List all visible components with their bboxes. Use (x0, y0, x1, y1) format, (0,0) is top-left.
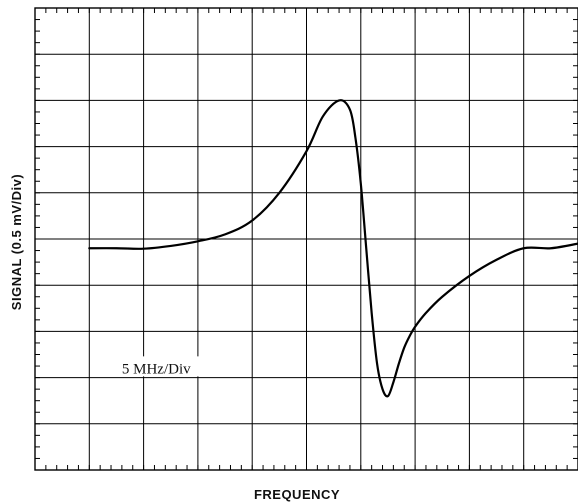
series-group (88, 99, 578, 398)
annotation-backing (115, 356, 220, 377)
ticks-group (34, 7, 578, 471)
annotation-group: 5 MHz/Div (115, 356, 220, 377)
grid-group (35, 8, 578, 470)
series-line (88, 99, 578, 398)
y-axis-label: SIGNAL (0.5 mV/Div) (9, 174, 24, 310)
annotation-label: 5 MHz/Div (122, 361, 191, 377)
x-axis-label: FREQUENCY (254, 487, 340, 502)
